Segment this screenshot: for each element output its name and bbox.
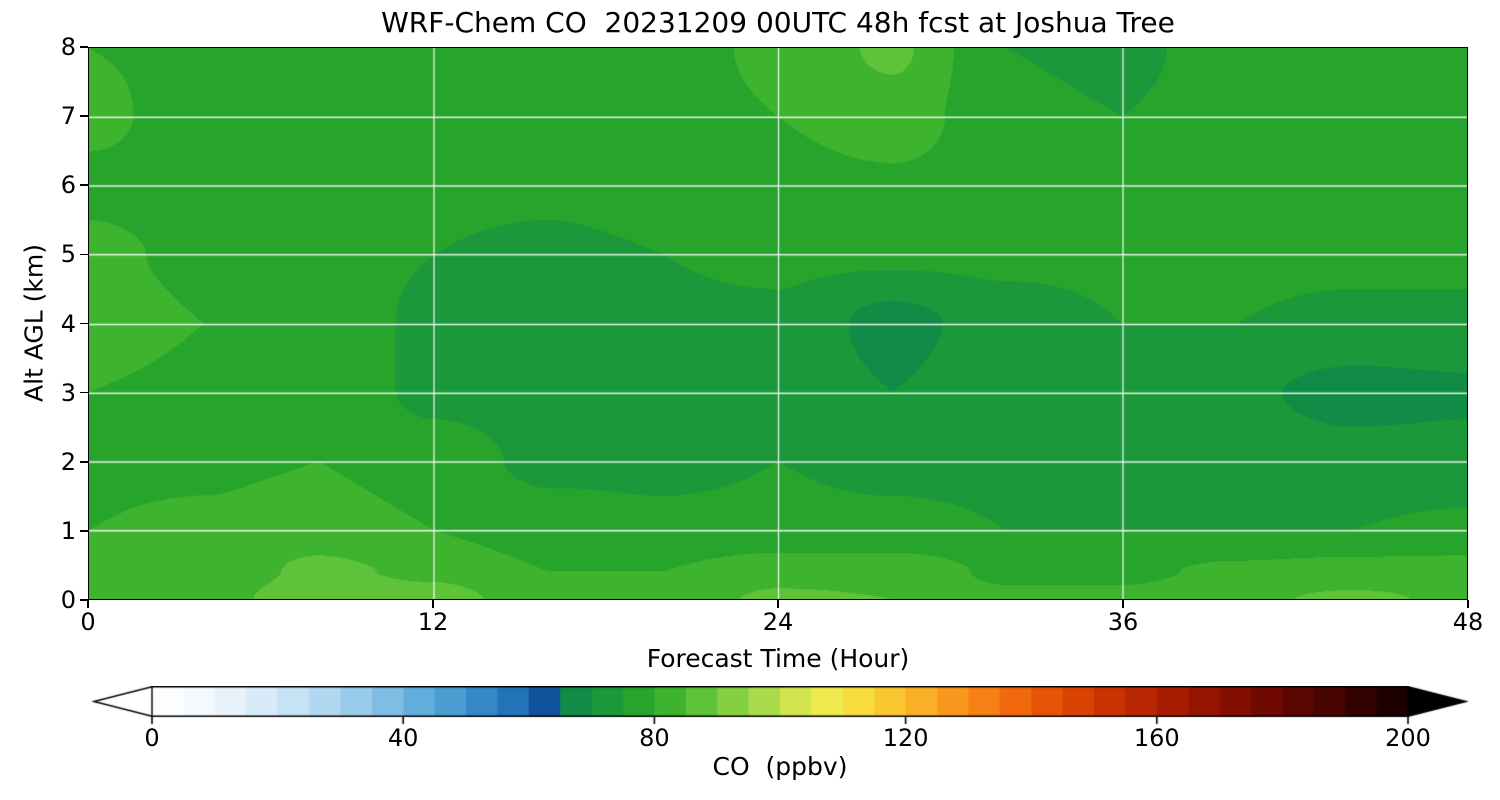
y-tick-label: 1 [60, 516, 76, 545]
colorbar-tick-label: 80 [639, 724, 670, 752]
y-tick-mark [80, 253, 88, 256]
colorbar-tick-label: 120 [882, 724, 929, 752]
x-tick-label: 12 [417, 608, 449, 636]
y-tick-mark [80, 115, 88, 117]
y-tick-label: 6 [60, 171, 76, 200]
colorbar-tick-label: 40 [387, 724, 419, 752]
colorbar-label: CO (ppbv) [712, 752, 848, 781]
y-tick-label: 4 [60, 309, 76, 338]
y-tick-mark [80, 460, 88, 463]
y-tick-mark [80, 530, 88, 532]
colorbar-tick-label: 0 [144, 724, 160, 752]
y-tick-label: 8 [60, 33, 76, 61]
x-tick-mark [1122, 600, 1124, 608]
y-tick-label: 3 [60, 378, 76, 407]
colorbar [92, 686, 1468, 726]
x-tick-label: 36 [1107, 608, 1139, 636]
y-tick-label: 7 [60, 102, 76, 131]
y-tick-mark [80, 184, 88, 187]
x-tick-label: 0 [80, 608, 96, 636]
x-tick-mark [432, 600, 434, 608]
y-tick-label: 2 [60, 447, 76, 476]
x-tick-label: 48 [1452, 608, 1484, 636]
y-tick-label: 0 [60, 586, 76, 614]
contour-plot-canvas [89, 48, 1467, 599]
x-axis-label: Forecast Time (Hour) [646, 644, 910, 673]
x-tick-mark [87, 600, 89, 608]
y-tick-mark [80, 391, 88, 394]
colorbar-tick-label: 160 [1133, 724, 1180, 752]
y-tick-mark [80, 46, 88, 48]
x-tick-mark [777, 600, 779, 608]
x-tick-mark [1467, 600, 1469, 608]
colorbar-tick-label: 200 [1385, 724, 1431, 752]
y-tick-mark [80, 599, 88, 601]
y-tick-mark [80, 322, 88, 325]
y-tick-label: 5 [60, 240, 76, 269]
chart-title: WRF-Chem CO 20231209 00UTC 48h fcst at J… [381, 6, 1175, 39]
plot-area [88, 47, 1468, 600]
x-tick-label: 24 [762, 608, 794, 636]
